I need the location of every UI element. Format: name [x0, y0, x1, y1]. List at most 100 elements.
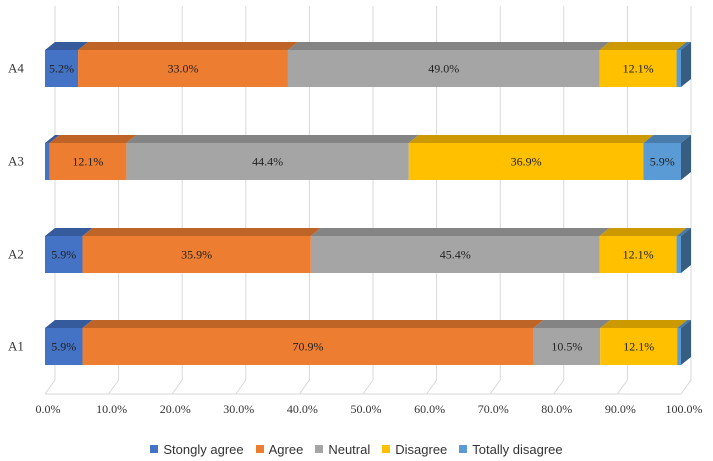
- bar-front: [287, 50, 600, 87]
- bar-segment: [408, 135, 654, 180]
- bar-front: [599, 236, 677, 273]
- gridline: [489, 6, 501, 395]
- data-label: 12.1%: [623, 62, 654, 76]
- legend-swatch: [382, 445, 391, 453]
- bar-top: [533, 320, 611, 328]
- legend-item: Stongly agree: [150, 441, 244, 457]
- category-labels: A1 A2 A3 A4: [8, 61, 24, 354]
- bar-top: [677, 320, 691, 328]
- bar-side: [681, 320, 691, 365]
- bar-segment: [599, 42, 687, 87]
- data-label: 5.9%: [650, 155, 675, 169]
- bar-segment: [126, 135, 419, 180]
- bar-segment: [82, 320, 544, 365]
- data-label: 36.9%: [511, 155, 542, 169]
- data-label: 5.9%: [51, 248, 76, 262]
- data-label: 5.2%: [49, 62, 74, 76]
- legend-swatch: [459, 445, 468, 453]
- bar-front: [78, 50, 288, 87]
- x-tick-label: 10.0%: [96, 402, 127, 416]
- bar-front: [677, 328, 681, 365]
- gridline: [680, 6, 692, 395]
- bar-segment: [287, 42, 610, 87]
- data-label: 33.0%: [168, 62, 199, 76]
- data-label: 45.4%: [440, 248, 471, 262]
- data-label: 44.4%: [252, 155, 283, 169]
- bar-top: [599, 42, 687, 50]
- bar-front: [599, 50, 677, 87]
- x-tick-label: 70.0%: [478, 402, 509, 416]
- data-label: 49.0%: [428, 62, 459, 76]
- gridline: [553, 6, 565, 395]
- bar-side: [681, 228, 691, 273]
- bar-front: [676, 50, 681, 87]
- bar-segment: [45, 135, 60, 180]
- bar-front: [45, 50, 79, 87]
- bar-segment: [677, 320, 691, 365]
- bar-segment: [533, 320, 611, 365]
- bar-segment: [45, 42, 89, 87]
- bar-top: [287, 42, 610, 50]
- bar-top: [45, 228, 93, 236]
- gridline: [298, 6, 310, 395]
- data-label: 70.9%: [292, 340, 323, 354]
- x-tick-label: 0.0%: [36, 402, 61, 416]
- x-tick-label: 60.0%: [414, 402, 445, 416]
- legend-item: Totally disagree: [459, 442, 563, 457]
- gridline: [171, 6, 183, 395]
- bar-top: [45, 135, 60, 143]
- bar-front: [82, 328, 534, 365]
- data-label: 5.9%: [51, 340, 76, 354]
- category-label: A3: [8, 154, 24, 169]
- x-tick-labels: 0.0% 10.0% 20.0% 30.0% 40.0% 50.0% 60.0% 70.0% 8…: [36, 402, 703, 416]
- bar-front: [45, 236, 83, 273]
- bar-side: [681, 42, 691, 87]
- bar-side: [681, 135, 691, 180]
- bar-top: [676, 228, 691, 236]
- bar-segment: [45, 320, 93, 365]
- x-tick-label: 20.0%: [160, 402, 191, 416]
- gridline: [235, 6, 247, 395]
- bar-top: [600, 320, 688, 328]
- legend-label: Disagree: [395, 441, 448, 457]
- bar-segment: [600, 320, 688, 365]
- x-tick-label: 40.0%: [287, 402, 318, 416]
- data-label: 10.5%: [551, 340, 582, 354]
- category-label: A2: [8, 247, 24, 262]
- legend-swatch: [255, 445, 264, 453]
- category-label: A4: [8, 61, 24, 76]
- legend-swatch: [315, 445, 324, 453]
- gridline: [108, 6, 120, 395]
- bar-top: [49, 135, 137, 143]
- legend-label: Agree: [268, 441, 304, 457]
- legend: Stongly agree Agree Neutral Disagree Totally…: [0, 438, 713, 460]
- bar-segment: [45, 228, 93, 273]
- bar-segment: [78, 42, 298, 87]
- gridline: [426, 6, 438, 395]
- bar-front: [82, 236, 311, 273]
- legend-label: Neutral: [328, 441, 371, 457]
- bar-front: [45, 328, 83, 365]
- category-label: A1: [8, 339, 24, 354]
- bar-segment: [599, 228, 687, 273]
- bar-segment: [82, 228, 321, 273]
- bar-segment: [676, 228, 691, 273]
- gridline: [44, 6, 56, 395]
- bar-top: [599, 228, 687, 236]
- legend-label: Stongly agree: [163, 441, 244, 457]
- gridlines: [44, 6, 692, 395]
- bar-top: [82, 320, 544, 328]
- bar-top: [310, 228, 610, 236]
- x-tick-label: 50.0%: [351, 402, 382, 416]
- bar-front: [310, 236, 600, 273]
- bar-front: [408, 143, 644, 180]
- bar-segment: [310, 228, 610, 273]
- bar-segment: [676, 42, 691, 87]
- bar-top: [126, 135, 419, 143]
- bar-top: [78, 42, 298, 50]
- data-label: 12.1%: [623, 248, 654, 262]
- x-tick-label: 80.0%: [541, 402, 572, 416]
- bar-segment: [643, 135, 691, 180]
- bar-segment: [49, 135, 137, 180]
